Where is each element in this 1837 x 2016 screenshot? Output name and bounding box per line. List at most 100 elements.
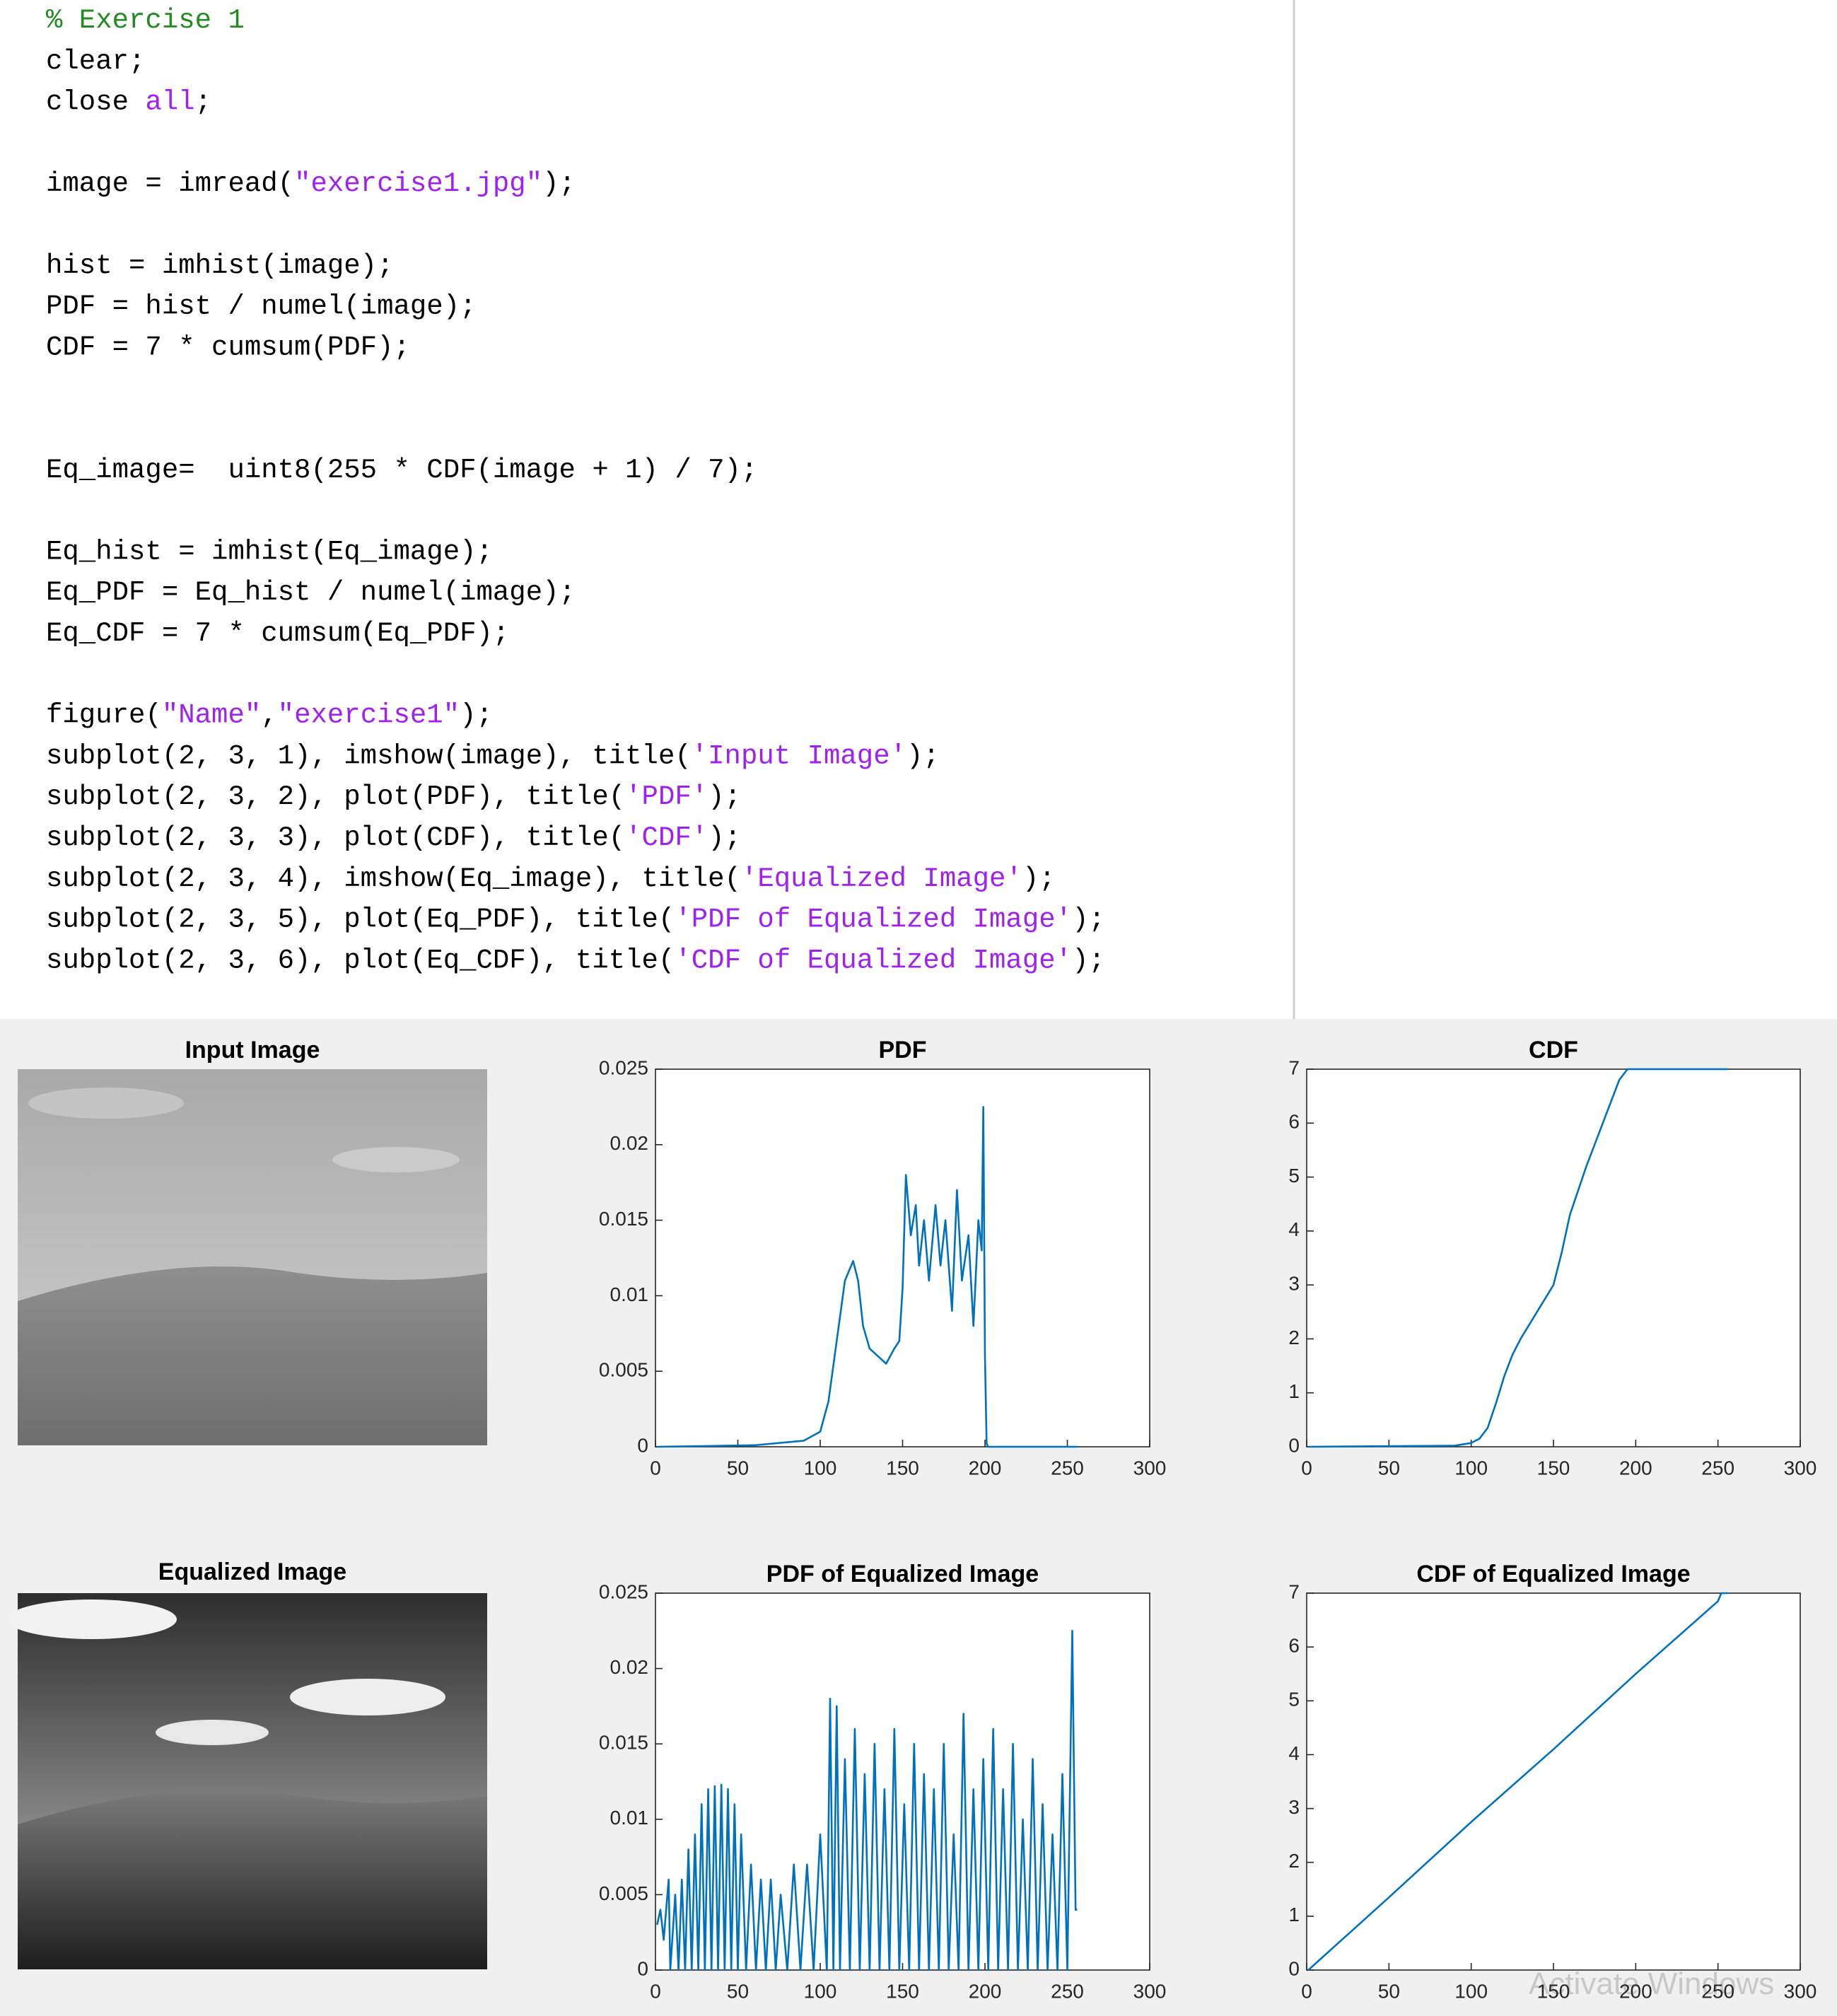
code-token: 'CDF' — [625, 822, 708, 853]
x-tick-label: 200 — [969, 1980, 1002, 2002]
x-tick-label: 100 — [1454, 1457, 1488, 1479]
code-token: Eq_hist = imhist(Eq_image); — [46, 537, 493, 568]
y-tick-label: 1 — [1288, 1904, 1300, 1925]
code-line: subplot(2, 3, 1), imshow(image), title('… — [46, 741, 940, 772]
x-tick-label: 250 — [1701, 1457, 1734, 1479]
axes-title: CDF — [1529, 1037, 1578, 1064]
code-line: subplot(2, 3, 4), imshow(Eq_image), titl… — [46, 863, 1056, 895]
x-tick-label: 200 — [969, 1457, 1002, 1479]
code-token: ; — [195, 87, 211, 118]
y-tick-label: 0.02 — [610, 1656, 649, 1678]
x-tick-label: 250 — [1051, 1457, 1084, 1479]
y-tick-label: 0 — [1288, 1957, 1300, 1979]
code-editor[interactable]: % Exercise 1 clear; close all; image = imre… — [46, 5, 1105, 976]
code-token: ); — [708, 781, 741, 812]
code-token: subplot(2, 3, 4), imshow(Eq_image), titl… — [46, 863, 741, 895]
code-line: subplot(2, 3, 3), plot(CDF), title('CDF'… — [46, 822, 741, 853]
code-token: ); — [1072, 945, 1105, 977]
code-line: image = imread("exercise1.jpg"); — [46, 168, 576, 199]
code-token: % Exercise 1 — [46, 5, 245, 36]
code-line: hist = imhist(image); — [46, 250, 393, 281]
y-tick-label: 7 — [1288, 1580, 1300, 1602]
x-tick-label: 100 — [1454, 1980, 1488, 2002]
code-token: hist = imhist(image); — [46, 250, 393, 281]
image-title: Input Image — [185, 1037, 320, 1064]
y-tick-label: 4 — [1288, 1742, 1300, 1764]
code-token: close — [46, 87, 145, 118]
x-tick-label: 150 — [1537, 1457, 1570, 1479]
code-token: subplot(2, 3, 6), plot(Eq_CDF), title( — [46, 945, 675, 977]
data-line — [1308, 1068, 1728, 1448]
image-title: Equalized Image — [158, 1558, 346, 1585]
watermark: Activate Windows — [1529, 1967, 1774, 2001]
y-tick-label: 0.005 — [599, 1359, 648, 1381]
y-tick-label: 7 — [1288, 1056, 1300, 1078]
x-tick-label: 0 — [650, 1457, 661, 1479]
image-hill — [18, 1266, 487, 1445]
x-tick-label: 100 — [804, 1980, 837, 2002]
code-token: 'PDF of Equalized Image' — [675, 904, 1072, 936]
code-token: ); — [708, 822, 741, 853]
y-tick-label: 0 — [637, 1434, 648, 1456]
plot-area — [1306, 1592, 1801, 1971]
code-token: subplot(2, 3, 5), plot(Eq_PDF), title( — [46, 904, 675, 936]
x-tick-label: 50 — [1378, 1457, 1400, 1479]
axes: CDF 0 50 100 150 200 250 300 0 1 2 3 4 5 6 7 — [1288, 1037, 1816, 1479]
code-token: 'Equalized Image' — [741, 863, 1022, 895]
code-token: subplot(2, 3, 3), plot(CDF), title( — [46, 822, 625, 853]
axes-title: CDF of Equalized Image — [1416, 1561, 1690, 1587]
code-line: % Exercise 1 — [46, 5, 245, 36]
code-line: close all; — [46, 87, 211, 118]
code-line: PDF = hist / numel(image); — [46, 291, 477, 322]
code-token: 'PDF' — [625, 781, 708, 812]
code-token: subplot(2, 3, 2), plot(PDF), title( — [46, 781, 625, 812]
code-token: 'Input Image' — [692, 741, 906, 772]
equalized-image — [7, 1593, 487, 1969]
y-tick-label: 0.01 — [610, 1283, 649, 1305]
y-tick-label: 0.015 — [599, 1732, 648, 1754]
code-token: Eq_CDF = 7 * cumsum(Eq_PDF); — [46, 618, 509, 649]
x-tick-label: 50 — [727, 1980, 749, 2002]
y-tick-label: 1 — [1288, 1380, 1300, 1402]
code-token: ); — [1072, 904, 1105, 936]
code-token: PDF = hist / numel(image); — [46, 291, 477, 322]
y-tick-label: 2 — [1288, 1850, 1300, 1872]
code-token: ); — [542, 168, 576, 199]
code-token: Eq_image= uint8(255 * CDF(image + 1) / 7… — [46, 455, 757, 486]
axes: PDF 0 50 100 150 200 250 300 0 0.005 0.01 0.015 0.02… — [599, 1037, 1166, 1479]
image-cloud — [332, 1147, 460, 1172]
code-line: Eq_PDF = Eq_hist / numel(image); — [46, 577, 576, 608]
y-tick-label: 5 — [1288, 1689, 1300, 1711]
y-tick-label: 2 — [1288, 1327, 1300, 1348]
x-tick-label: 300 — [1133, 1980, 1167, 2002]
x-tick-label: 50 — [1378, 1980, 1400, 2002]
image-hill — [18, 1790, 487, 1969]
data-line — [657, 1106, 1078, 1448]
code-line: figure("Name","exercise1"); — [46, 700, 493, 731]
x-tick-label: 0 — [1301, 1980, 1312, 2002]
axes: PDF of Equalized Image 0 50 100 150 200 250 300… — [599, 1561, 1166, 2002]
code-token: image = imread( — [46, 168, 294, 199]
code-token: CDF = 7 * cumsum(PDF); — [46, 332, 410, 363]
code-token: 'CDF of Equalized Image' — [675, 945, 1072, 977]
y-tick-label: 0.01 — [610, 1807, 649, 1829]
y-tick-label: 0 — [637, 1957, 648, 1979]
code-token: "Name" — [162, 700, 261, 731]
x-tick-label: 150 — [886, 1457, 919, 1479]
image-cloud — [7, 1600, 177, 1639]
y-tick-label: 0.005 — [599, 1882, 648, 1904]
axes-title: PDF — [879, 1037, 927, 1064]
code-token: ); — [906, 741, 940, 772]
x-tick-label: 250 — [1701, 1980, 1734, 2002]
code-line: subplot(2, 3, 5), plot(Eq_PDF), title('P… — [46, 904, 1105, 936]
axes-title: PDF of Equalized Image — [766, 1561, 1039, 1587]
input-image — [18, 1069, 487, 1445]
code-line: Eq_image= uint8(255 * CDF(image + 1) / 7… — [46, 455, 757, 486]
editor-background — [0, 0, 1837, 1019]
y-tick-label: 6 — [1288, 1635, 1300, 1657]
y-tick-label: 5 — [1288, 1165, 1300, 1187]
data-line — [1307, 1592, 1728, 1971]
